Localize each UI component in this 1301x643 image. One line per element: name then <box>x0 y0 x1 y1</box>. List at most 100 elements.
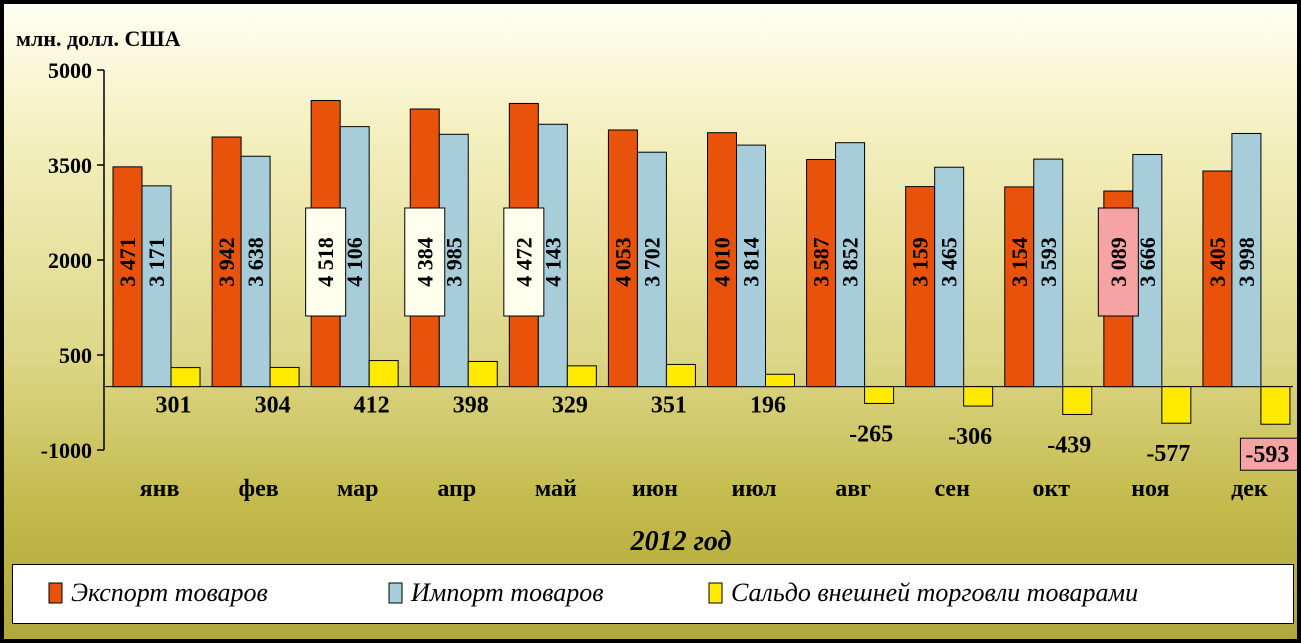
data-label-export: 4 472 <box>511 237 536 287</box>
bar-balance <box>963 386 994 407</box>
highlight-box <box>1097 207 1139 317</box>
data-label-balance: -306 <box>948 424 992 450</box>
data-label-export: 3 471 <box>115 237 140 287</box>
bar-balance <box>1062 386 1093 415</box>
bar-import <box>736 144 766 388</box>
bar-import <box>934 166 965 388</box>
data-label-import: 4 143 <box>540 237 565 287</box>
data-label-export: 3 089 <box>1106 237 1131 287</box>
y-tick-label: 5000 <box>48 58 92 83</box>
data-label-import: 3 593 <box>1036 237 1061 287</box>
bar-balance <box>864 386 895 404</box>
legend-swatch <box>388 582 403 604</box>
y-tick-label: -1000 <box>41 438 92 463</box>
highlight-box <box>404 207 446 317</box>
x-tick-label: ноя <box>1131 476 1169 502</box>
bar-balance <box>566 365 597 388</box>
x-tick-label: сен <box>934 476 970 502</box>
x-tick-label: июн <box>632 476 678 502</box>
data-label-balance: 301 <box>156 393 192 419</box>
data-label-import: 3 814 <box>739 237 764 287</box>
x-tick-label: янв <box>140 476 180 502</box>
data-label-balance: -593 <box>1245 442 1289 468</box>
bar-export <box>1004 186 1035 388</box>
data-label-export: 4 384 <box>412 237 437 287</box>
bar-import <box>636 151 667 388</box>
bar-import <box>1231 132 1262 388</box>
bar-import <box>1033 158 1064 388</box>
x-category-group: янв фев мар апр май июн июл авг сен окт ноя дек <box>140 476 1268 502</box>
bar-balance <box>765 373 795 388</box>
legend-label: Импорт товаров <box>410 578 603 607</box>
x-tick-label: окт <box>1032 476 1070 502</box>
highlight-box <box>305 207 347 317</box>
data-label-import: 3 465 <box>937 237 962 287</box>
data-label-export: 3 405 <box>1205 237 1230 287</box>
bar-balance <box>665 363 696 388</box>
highlight-box <box>503 207 545 317</box>
bar-balance <box>269 366 300 388</box>
bar-balance <box>467 360 498 388</box>
legend-label: Сальдо внешней торговли товарами <box>731 578 1138 607</box>
data-label-import: 3 702 <box>639 237 664 287</box>
x-tick-label: май <box>535 476 577 502</box>
data-label-import: 3 638 <box>243 237 268 287</box>
data-label-export: 4 053 <box>610 237 635 287</box>
legend-svg: Экспорт товаров Импорт товаров Сальдо внеш… <box>48 578 1138 607</box>
legend: Экспорт товаров Импорт товаров Сальдо внеш… <box>12 564 1294 624</box>
x-axis-title: 2012 год <box>630 526 732 557</box>
data-label-export: 3 159 <box>908 237 933 287</box>
highlight-box <box>1239 437 1297 471</box>
data-label-balance: 329 <box>552 393 588 419</box>
data-label-import: 3 171 <box>144 237 169 287</box>
bar-export <box>607 129 638 388</box>
data-label-balance: 412 <box>354 393 390 419</box>
data-label-import: 3 985 <box>441 237 466 287</box>
data-label-export: 3 942 <box>214 237 239 287</box>
bar-export <box>211 136 242 388</box>
data-label-balance: -577 <box>1146 441 1190 467</box>
bar-export <box>112 166 143 388</box>
x-tick-label: дек <box>1231 476 1268 502</box>
data-label-export: 3 154 <box>1007 237 1032 287</box>
bar-export <box>905 186 936 388</box>
data-label-import: 3 666 <box>1135 237 1160 287</box>
data-label-import: 3 998 <box>1234 237 1259 287</box>
legend-swatch <box>708 582 723 604</box>
chart-svg: млн. долл. США 2012 год 5000 3500 2000 500 -… <box>16 26 1297 557</box>
bar-import <box>835 142 866 388</box>
bar-import <box>240 155 271 388</box>
bar-balance <box>1161 386 1192 424</box>
data-label-balance: -265 <box>849 421 893 447</box>
bar-import <box>141 185 172 388</box>
y-tick-label: 3500 <box>48 153 92 178</box>
unit-label: млн. долл. США <box>16 26 181 51</box>
data-label-balance: 398 <box>453 393 489 419</box>
y-tick-label: 500 <box>59 343 92 368</box>
bar-balance <box>1260 386 1291 425</box>
data-label-export: 4 518 <box>313 237 338 287</box>
bar-balance <box>170 367 201 388</box>
bar-export <box>1202 170 1233 388</box>
legend-swatch <box>48 582 63 604</box>
data-label-balance: 304 <box>255 393 291 419</box>
data-label-export: 3 587 <box>809 237 834 287</box>
x-tick-label: фев <box>239 476 279 502</box>
x-tick-label: мар <box>337 476 379 502</box>
data-label-import: 4 106 <box>342 237 367 287</box>
bar-balance <box>368 360 399 388</box>
data-label-balance: -439 <box>1047 432 1091 458</box>
data-label-import: 3 852 <box>838 237 863 287</box>
data-label-balance: 196 <box>750 393 786 419</box>
data-label-export: 4 010 <box>710 237 735 287</box>
bar-export <box>707 132 737 388</box>
y-tick-label: 2000 <box>48 248 92 273</box>
legend-label: Экспорт товаров <box>71 578 268 607</box>
x-tick-label: авг <box>835 476 871 502</box>
y-tick-group: 5000 3500 2000 500 -1000 <box>41 58 104 463</box>
data-label-balance: 351 <box>651 393 687 419</box>
chart-frame: млн. долл. США 2012 год 5000 3500 2000 500 -… <box>4 4 1297 639</box>
x-tick-label: апр <box>437 476 476 502</box>
bars-group: 3 471 3 171 301 3 942 3 638 304 4 518 4 106 412 4… <box>112 100 1297 471</box>
x-tick-label: июл <box>732 476 777 502</box>
